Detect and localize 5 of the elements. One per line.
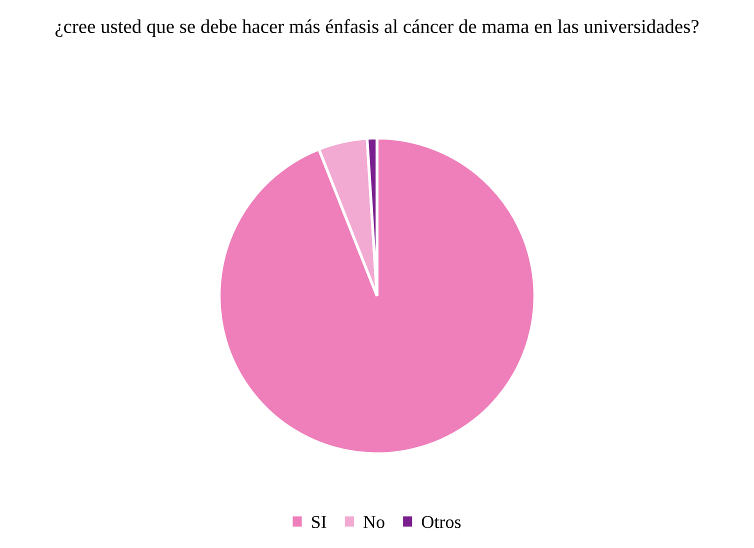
- legend-label: No: [363, 516, 384, 528]
- pie-slice: [218, 136, 536, 456]
- legend-label: Otros: [422, 516, 461, 528]
- legend-label: SI: [312, 516, 326, 528]
- chart-title: ¿cree usted que se debe hacer más énfasis al cáncer de mama en las universidades?: [55, 19, 698, 38]
